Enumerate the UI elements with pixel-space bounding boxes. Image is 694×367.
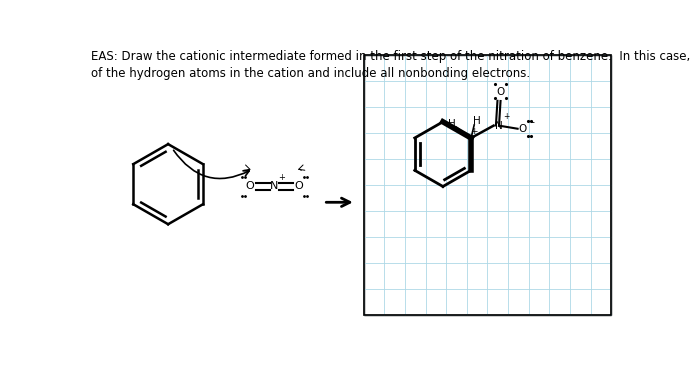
Text: N: N (495, 121, 503, 131)
Text: O: O (295, 182, 303, 192)
Bar (364, 55, 611, 315)
Text: EAS: Draw the cationic intermediate formed in the first step of the nitration of: EAS: Draw the cationic intermediate form… (91, 50, 694, 80)
Text: O: O (496, 87, 505, 97)
Text: +: + (470, 127, 477, 136)
Text: +: + (278, 173, 285, 182)
Text: H: H (473, 116, 481, 126)
Text: H: H (448, 119, 455, 129)
Text: +: + (504, 112, 510, 121)
Text: O: O (245, 182, 254, 192)
Text: O: O (518, 124, 526, 134)
Text: N: N (270, 182, 278, 192)
Bar (364, 55, 611, 315)
Text: -: - (530, 117, 534, 128)
